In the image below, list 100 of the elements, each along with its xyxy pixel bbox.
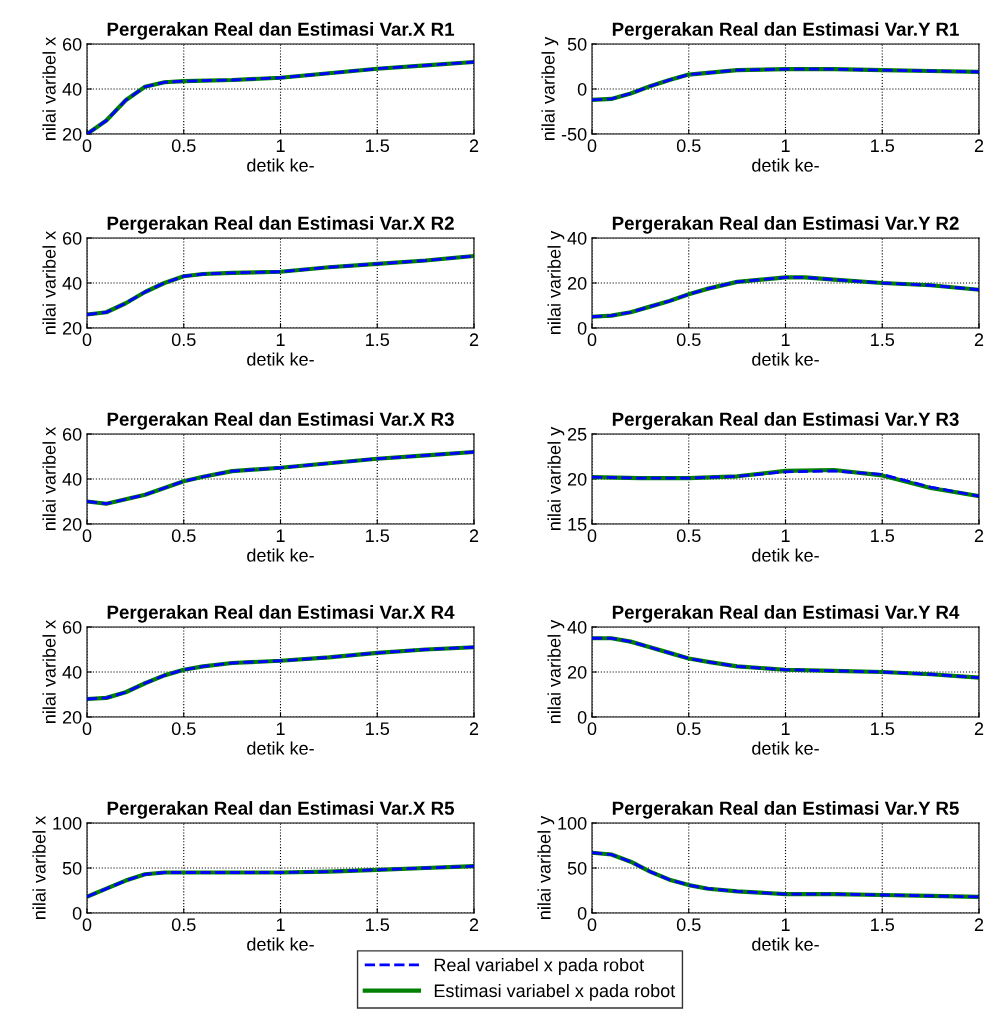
x-tick-label: 2	[974, 333, 984, 346]
x-tick-label: 1	[781, 139, 790, 152]
y-axis-title: nilai varibel y	[547, 426, 565, 530]
x-tick-label: 2	[974, 529, 984, 542]
x-tick-label: 2	[469, 722, 479, 735]
y-tick-label: 40	[567, 231, 587, 245]
x-tick-label: 2	[469, 333, 479, 346]
y-tick-label: 40	[62, 276, 82, 290]
chart-title: Pergerakan Real dan Estimasi Var.X R5	[107, 801, 455, 819]
y-tick-label: 40	[567, 620, 587, 634]
x-tick-label: 0.5	[676, 722, 701, 736]
y-tick-label: 0	[577, 710, 587, 724]
x-axis-title: detik ke-	[247, 548, 314, 562]
x-tick-label: 0.5	[676, 529, 701, 543]
x-tick-label: 0	[82, 139, 92, 153]
x-tick-label: 0	[82, 918, 92, 932]
y-tick-label: 40	[62, 665, 82, 679]
x-tick-label: 2	[469, 529, 479, 542]
chart-title: Pergerakan Real dan Estimasi Var.Y R3	[612, 412, 959, 430]
x-tick-label: 0	[82, 333, 92, 347]
y-tick-label: -50	[561, 127, 587, 141]
x-tick-label: 1.5	[871, 333, 895, 347]
y-tick-label: 20	[567, 472, 587, 486]
x-tick-label: 0	[82, 529, 92, 543]
x-axis-title: detik ke-	[752, 548, 819, 562]
x-tick-label: 1.5	[366, 918, 390, 932]
x-tick-label: 2	[974, 139, 984, 152]
y-tick-label: 40	[62, 82, 82, 96]
x-axis-title: detik ke-	[247, 741, 314, 755]
x-tick-label: 1	[276, 139, 285, 152]
y-tick-label: 50	[567, 37, 587, 51]
x-tick-label: 0.5	[171, 529, 196, 543]
x-axis-title: detik ke-	[752, 937, 819, 951]
legend-label: Estimasi variabel x pada robot	[434, 983, 676, 1001]
x-axis-title: detik ke-	[752, 352, 819, 366]
x-tick-label: 0	[587, 529, 597, 543]
y-tick-label: 20	[567, 276, 587, 290]
x-tick-label: 2	[469, 918, 479, 931]
y-axis-title: nilai varibel x	[42, 231, 56, 334]
x-tick-label: 1	[781, 722, 790, 735]
x-tick-label: 1.5	[871, 139, 895, 153]
y-axis-title: nilai varibel x	[32, 816, 46, 919]
y-tick-label: 20	[62, 321, 82, 335]
y-axis-title: nilai varibel y	[541, 36, 559, 140]
x-tick-label: 0	[82, 722, 92, 736]
y-tick-label: 0	[577, 906, 587, 920]
x-tick-label: 1.5	[871, 722, 895, 736]
x-tick-label: 0.5	[676, 333, 701, 347]
y-tick-label: 60	[62, 427, 82, 441]
y-tick-label: 20	[62, 710, 82, 724]
x-tick-label: 1	[276, 529, 285, 542]
x-tick-label: 1	[276, 722, 285, 735]
x-axis-title: detik ke-	[752, 741, 819, 755]
y-tick-label: 15	[568, 518, 587, 531]
y-axis-title: nilai varibel y	[537, 815, 555, 919]
x-tick-label: 1	[781, 918, 790, 931]
y-tick-label: 20	[62, 127, 82, 141]
y-tick-label: 25	[567, 427, 587, 441]
x-tick-label: 0	[587, 722, 597, 736]
y-tick-label: 100	[558, 816, 587, 830]
x-tick-label: 1	[276, 918, 285, 931]
x-tick-label: 0	[587, 139, 597, 153]
y-tick-label: 0	[577, 82, 587, 96]
x-axis-title: detik ke-	[247, 158, 314, 172]
y-tick-label: 60	[62, 231, 82, 245]
x-tick-label: 2	[974, 722, 984, 735]
x-tick-label: 1	[781, 529, 790, 542]
y-tick-label: 60	[62, 620, 82, 634]
x-tick-label: 1	[276, 333, 285, 346]
y-axis-title: nilai varibel y	[547, 230, 565, 334]
x-tick-label: 0.5	[171, 722, 196, 736]
x-tick-label: 1.5	[366, 333, 390, 347]
chart-title: Pergerakan Real dan Estimasi Var.X R4	[107, 605, 455, 623]
y-tick-label: 50	[567, 861, 587, 875]
x-tick-label: 1	[781, 333, 790, 346]
y-axis-title: nilai varibel x	[42, 427, 56, 530]
x-tick-label: 1.5	[871, 918, 895, 932]
x-tick-label: 0.5	[676, 918, 701, 932]
chart-title: Pergerakan Real dan Estimasi Var.Y R4	[612, 605, 960, 623]
y-axis-title: nilai varibel y	[547, 619, 565, 723]
x-axis-title: detik ke-	[247, 352, 314, 366]
x-tick-label: 0.5	[171, 333, 196, 347]
y-tick-label: 20	[62, 517, 82, 531]
x-tick-label: 2	[974, 918, 984, 931]
y-tick-label: 100	[53, 816, 82, 830]
x-tick-label: 2	[469, 139, 479, 152]
y-tick-label: 40	[62, 472, 82, 486]
legend-label: Real variabel x pada robot	[434, 958, 645, 975]
y-tick-label: 0	[577, 321, 587, 335]
y-tick-label: 50	[62, 861, 82, 875]
x-tick-label: 0.5	[171, 918, 196, 932]
x-tick-label: 1.5	[366, 722, 390, 736]
x-tick-label: 0	[587, 918, 597, 932]
y-tick-label: 60	[62, 37, 82, 51]
chart-title: Pergerakan Real dan Estimasi Var.Y R2	[612, 216, 959, 234]
y-axis-title: nilai varibel x	[42, 620, 56, 723]
x-tick-label: 0.5	[676, 139, 701, 153]
y-tick-label: 20	[567, 665, 587, 679]
chart-title: Pergerakan Real dan Estimasi Var.X R3	[107, 412, 454, 430]
x-axis-title: detik ke-	[247, 937, 314, 951]
